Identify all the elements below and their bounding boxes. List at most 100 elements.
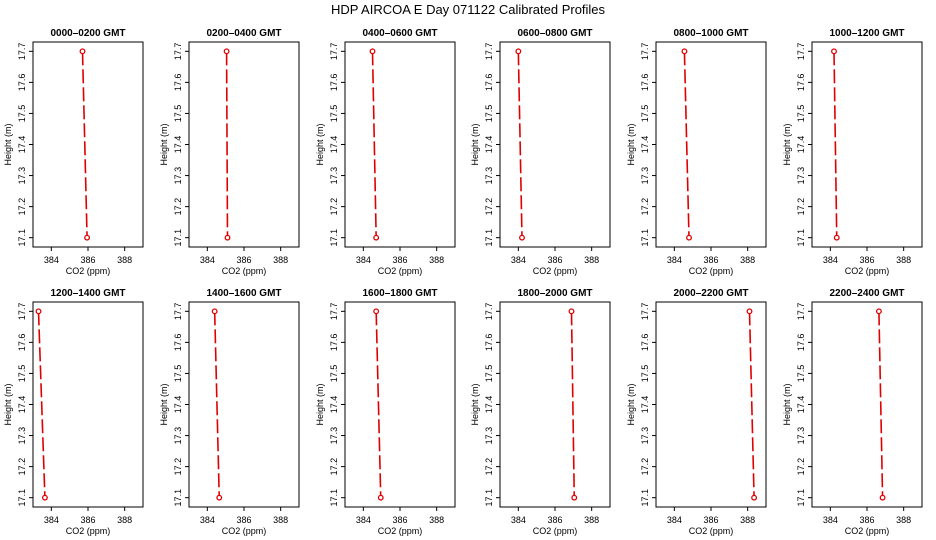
y-axis-label: Height (m) [315,383,325,425]
plot-frame [32,41,144,248]
y-tick-label: 17.6 [484,74,494,92]
y-tick-label: 17.4 [640,136,650,154]
profile-line [683,51,690,238]
panel-title: 0200–0400 GMT [206,28,281,39]
y-tick-label: 17.2 [796,198,806,216]
y-tick-label: 17.2 [329,198,339,216]
y-axis-label: Height (m) [626,123,636,165]
x-tick-label: 386 [859,255,874,265]
y-axis-label: Height (m) [159,383,169,425]
y-tick-label: 17.6 [173,74,183,92]
x-tick-label: 388 [896,515,911,525]
y-tick-label: 17.2 [17,458,27,476]
x-axis-label: CO2 (ppm) [378,266,423,276]
data-point [211,308,218,315]
y-tick-label: 17.2 [173,458,183,476]
panel: 1600–1800 GMT 384 386 388 CO2 (ppm) 17.1 17.2 1… [315,288,456,536]
x-tick-label: 386 [392,255,407,265]
data-point [35,308,42,315]
data-point [751,494,758,501]
y-tick-label: 17.3 [796,167,806,185]
y-tick-label: 17.2 [640,198,650,216]
x-tick-label: 384 [200,515,215,525]
x-tick-label: 386 [236,255,251,265]
data-point [515,48,522,55]
y-tick-label: 17.3 [484,167,494,185]
data-point [568,308,575,315]
y-tick-label: 17.4 [173,136,183,154]
y-tick-label: 17.3 [329,427,339,445]
x-tick-label: 388 [584,515,599,525]
y-tick-label: 17.6 [640,74,650,92]
y-tick-label: 17.1 [640,489,650,507]
x-axis-label: CO2 (ppm) [845,526,890,536]
y-tick-label: 17.7 [640,43,650,61]
profile-line [570,311,576,498]
x-tick-label: 386 [859,515,874,525]
x-tick-label: 384 [667,255,682,265]
profile-line [748,311,755,498]
y-axis-label: Height (m) [159,123,169,165]
y-tick-label: 17.7 [329,303,339,321]
y-tick-label: 17.1 [796,489,806,507]
y-axis-label: Height (m) [626,383,636,425]
x-axis-label: CO2 (ppm) [66,266,111,276]
y-tick-label: 17.6 [173,334,183,352]
data-point [681,48,688,55]
plot-frame [499,41,611,248]
y-tick-label: 17.7 [640,303,650,321]
y-tick-label: 17.7 [329,43,339,61]
x-tick-label: 384 [356,515,371,525]
x-tick-label: 386 [80,515,95,525]
x-tick-label: 384 [667,515,682,525]
plot-frame [32,301,144,508]
x-axis-label: CO2 (ppm) [533,266,578,276]
x-tick-label: 388 [117,515,132,525]
x-tick-label: 388 [117,255,132,265]
panel: 1000–1200 GMT 384 386 388 CO2 (ppm) 17.1 17.2 1… [782,28,923,276]
y-axis-label: Height (m) [782,383,792,425]
y-tick-label: 17.5 [484,105,494,123]
x-tick-label: 384 [511,515,526,525]
y-tick-label: 17.6 [484,334,494,352]
x-tick-label: 384 [44,515,59,525]
x-axis-label: CO2 (ppm) [222,266,267,276]
y-tick-label: 17.4 [329,396,339,414]
y-tick-label: 17.5 [796,365,806,383]
x-axis-label: CO2 (ppm) [378,526,423,536]
y-tick-label: 17.2 [484,458,494,476]
data-point [879,494,886,501]
y-tick-label: 17.5 [329,105,339,123]
y-tick-label: 17.7 [484,43,494,61]
x-axis-label: CO2 (ppm) [222,526,267,536]
y-tick-label: 17.6 [329,334,339,352]
profile-line [213,311,221,498]
panel-title: 0000–0200 GMT [50,28,125,39]
x-axis-label: CO2 (ppm) [845,266,890,276]
y-tick-label: 17.2 [640,458,650,476]
y-tick-label: 17.4 [173,396,183,414]
y-tick-label: 17.1 [17,229,27,247]
y-tick-label: 17.4 [796,396,806,414]
y-tick-label: 17.6 [640,334,650,352]
figure-title: HDP AIRCOA E Day 071122 Calibrated Profi… [330,2,606,17]
y-tick-label: 17.4 [329,136,339,154]
y-tick-label: 17.5 [484,365,494,383]
profile-line [371,51,377,238]
data-point [831,48,837,55]
panel-title: 0400–0600 GMT [362,28,437,39]
y-tick-label: 17.6 [796,334,806,352]
y-tick-label: 17.7 [796,303,806,321]
x-tick-label: 386 [703,255,718,265]
plot-frame [499,301,611,508]
y-axis-label: Height (m) [3,383,13,425]
profile-line [81,51,88,238]
x-tick-label: 386 [392,515,407,525]
panel: 0000–0200 GMT 384 386 388 CO2 (ppm) 17.1 17.2 1… [3,28,144,276]
y-tick-label: 17.2 [796,458,806,476]
y-tick-label: 17.1 [329,229,339,247]
y-axis-label: Height (m) [782,123,792,165]
x-tick-label: 386 [547,515,562,525]
